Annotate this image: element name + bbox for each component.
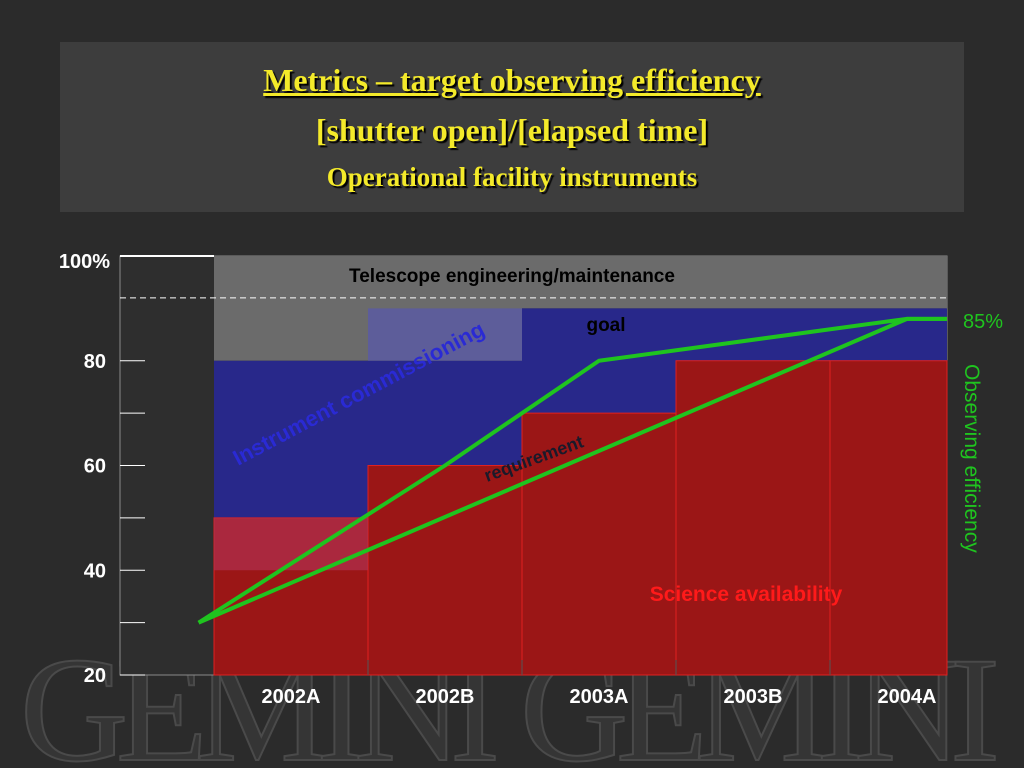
x-category-label: 2003B [724,686,783,708]
y-top-label: 100% [59,251,110,273]
commissioning-region [368,360,522,466]
science-region [675,360,831,676]
x-category-label: 2002B [416,686,475,708]
science-region [829,360,948,676]
x-category-label: 2003A [570,686,629,708]
commissioning-region [676,308,830,361]
commissioning-highlight [368,308,522,361]
right-value-label: 85% [963,311,1003,333]
requirement-line [197,316,947,625]
commissioning-region [830,308,947,361]
science-region [521,412,677,676]
y-tick-label: 20 [84,665,106,687]
science-availability-label: Science availability [650,583,843,606]
slide-title: Metrics – target observing efficiency [263,62,761,98]
engineering-region [676,256,830,309]
goal-label: goal [586,315,625,336]
slide-subtitle: [shutter open]/[elapsed time] [315,112,709,148]
x-category-label: 2004A [878,686,937,708]
slide-subtitle-2: Operational facility instruments [326,162,698,192]
y-tick-label: 60 [84,456,106,478]
title-panel [60,42,964,212]
telescope-engineering-label: Telescope engineering/maintenance [349,266,675,287]
engineering-region [214,256,368,361]
y-tick-label: 40 [84,560,106,582]
right-axis-label: Observing efficiency [960,364,983,553]
y-tick-label: 80 [84,351,106,373]
engineering-region [830,256,947,309]
engineering-region [522,256,676,309]
commissioning-region [214,360,368,518]
science-region [367,465,523,676]
x-category-label: 2002A [262,686,321,708]
